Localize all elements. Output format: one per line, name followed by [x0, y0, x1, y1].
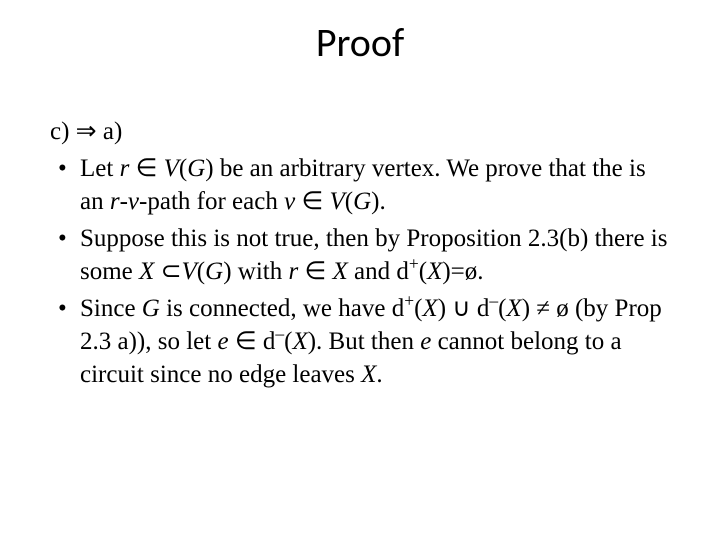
- var-X: X: [427, 258, 442, 285]
- text: ⊂: [154, 258, 181, 285]
- superscript-minus: –: [489, 291, 498, 311]
- intro-a: a): [103, 118, 122, 145]
- var-X: X: [422, 295, 437, 322]
- bullet-list: Let r ∈ V(G) be an arbitrary vertex. We …: [50, 152, 670, 391]
- text: ) ∪ d: [438, 295, 490, 322]
- text: ∈: [295, 188, 329, 215]
- bullet-2: Suppose this is not true, then by Propos…: [50, 222, 670, 288]
- text: -: [120, 188, 128, 215]
- text: and d: [348, 258, 409, 285]
- superscript-plus: +: [409, 254, 419, 274]
- text: )=ø.: [442, 258, 483, 285]
- bullet-3: Since G is connected, we have d+(X) ∪ d–…: [50, 292, 670, 391]
- text: Since: [80, 295, 142, 322]
- var-r: r: [110, 188, 120, 215]
- var-G: G: [205, 258, 223, 285]
- var-X: X: [506, 295, 521, 322]
- text: ∈: [298, 258, 332, 285]
- var-G: G: [353, 188, 371, 215]
- var-X: X: [361, 361, 376, 388]
- slide-body: c) ⇒ a) Let r ∈ V(G) be an arbitrary ver…: [50, 115, 670, 391]
- bullet-1: Let r ∈ V(G) be an arbitrary vertex. We …: [50, 152, 670, 218]
- text: ).: [371, 188, 386, 215]
- text: (: [419, 258, 427, 285]
- var-V: V: [329, 188, 344, 215]
- superscript-plus: +: [404, 291, 414, 311]
- var-X: X: [292, 328, 307, 355]
- text: ). But then: [308, 328, 421, 355]
- text: ∈: [129, 155, 163, 182]
- text: is connected, we have d: [160, 295, 404, 322]
- var-r: r: [120, 155, 130, 182]
- var-e: e: [420, 328, 431, 355]
- var-G: G: [187, 155, 205, 182]
- var-X: X: [332, 258, 347, 285]
- intro-c: c): [50, 118, 69, 145]
- text: (: [345, 188, 353, 215]
- var-V: V: [182, 258, 197, 285]
- implies-symbol: ⇒: [76, 118, 97, 145]
- var-X: X: [139, 258, 154, 285]
- slide: Proof c) ⇒ a) Let r ∈ V(G) be an arbitra…: [0, 0, 720, 540]
- var-e: e: [217, 328, 228, 355]
- var-V: V: [164, 155, 179, 182]
- var-v: v: [128, 188, 139, 215]
- slide-title: Proof: [50, 18, 670, 67]
- superscript-minus: –: [275, 324, 284, 344]
- var-v: v: [284, 188, 295, 215]
- text: (: [197, 258, 205, 285]
- intro-line: c) ⇒ a): [50, 115, 670, 148]
- text: ) with: [223, 258, 288, 285]
- var-G: G: [142, 295, 160, 322]
- text: ∈ d: [229, 328, 276, 355]
- text: Let: [80, 155, 120, 182]
- text: (: [179, 155, 187, 182]
- var-r: r: [288, 258, 298, 285]
- text: -path for each: [139, 188, 284, 215]
- text: .: [376, 361, 382, 388]
